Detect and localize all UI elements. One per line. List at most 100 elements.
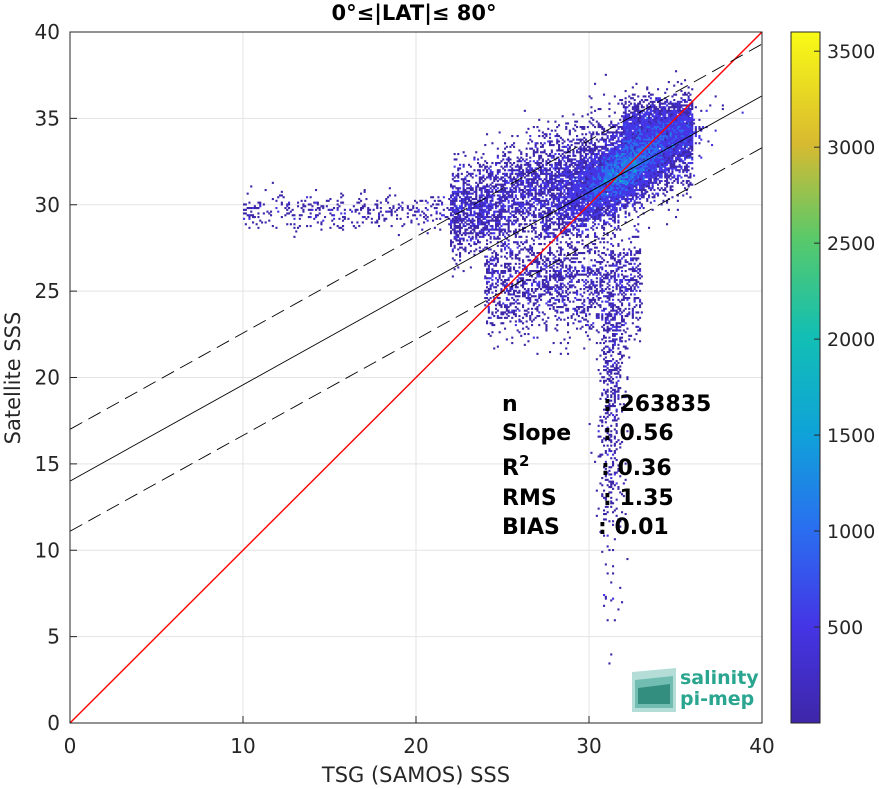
- density-cell: [577, 225, 580, 228]
- density-cell: [628, 185, 631, 188]
- density-cell: [613, 207, 616, 210]
- density-cell: [504, 187, 507, 190]
- density-cell: [624, 221, 627, 224]
- density-cell: [669, 135, 672, 138]
- density-cell: [423, 216, 426, 219]
- density-cell: [628, 183, 631, 186]
- density-cell: [604, 194, 607, 197]
- density-cell: [514, 201, 517, 204]
- density-cell: [666, 176, 669, 179]
- density-cell: [622, 160, 625, 163]
- density-cell: [669, 140, 672, 143]
- density-cell: [595, 156, 598, 159]
- density-cell: [610, 142, 613, 145]
- density-cell: [660, 169, 663, 172]
- density-cell: [518, 180, 521, 183]
- density-cell: [644, 131, 647, 134]
- density-cell: [540, 203, 543, 206]
- density-cell: [559, 165, 562, 168]
- density-cell: [532, 216, 535, 219]
- density-cell: [558, 225, 561, 228]
- density-cell: [592, 163, 595, 166]
- density-cell: [628, 172, 631, 175]
- density-cell: [617, 156, 620, 159]
- density-cell: [595, 154, 598, 157]
- density-cell: [621, 154, 624, 157]
- density-cell: [631, 190, 634, 193]
- density-cell: [504, 181, 507, 184]
- density-cell: [529, 205, 532, 208]
- density-cell: [597, 212, 600, 215]
- density-cell: [567, 187, 570, 190]
- density-cell: [657, 149, 660, 152]
- density-cell: [545, 235, 548, 238]
- density-cell: [511, 167, 514, 170]
- density-cell: [646, 156, 649, 159]
- density-cell: [626, 154, 629, 157]
- density-cell: [498, 226, 501, 229]
- density-cell: [498, 212, 501, 215]
- density-cell: [549, 144, 552, 147]
- density-cell: [653, 136, 656, 139]
- density-cell: [466, 174, 469, 177]
- density-cell: [322, 219, 325, 222]
- density-cell: [624, 331, 627, 334]
- density-cell: [658, 117, 661, 120]
- density-cell: [606, 190, 609, 193]
- density-cell: [646, 133, 649, 136]
- density-cell: [559, 203, 562, 206]
- density-cell: [613, 214, 616, 217]
- density-cell: [511, 192, 514, 195]
- density-cell: [531, 174, 534, 177]
- density-cell: [576, 185, 579, 188]
- density-cell: [568, 221, 571, 224]
- density-cell: [687, 99, 690, 102]
- density-cell: [457, 208, 460, 211]
- density-cell: [630, 178, 633, 181]
- density-cell: [642, 133, 645, 136]
- density-cell: [675, 165, 678, 168]
- density-cell: [646, 136, 649, 139]
- density-cell: [658, 181, 661, 184]
- density-cell: [505, 158, 508, 161]
- density-cell: [500, 190, 503, 193]
- density-cell: [685, 145, 688, 148]
- density-cell: [594, 144, 597, 147]
- density-cell: [455, 174, 458, 177]
- density-cell: [538, 178, 541, 181]
- density-cell: [684, 144, 687, 147]
- density-cell: [646, 172, 649, 175]
- density-cell: [606, 156, 609, 159]
- density-cell: [361, 207, 364, 210]
- density-cell: [637, 171, 640, 174]
- density-cell: [460, 234, 463, 237]
- density-cell: [603, 172, 606, 175]
- density-cell: [585, 180, 588, 183]
- density-cell: [583, 136, 586, 139]
- density-cell: [588, 217, 591, 220]
- density-cell: [419, 214, 422, 217]
- density-cell: [651, 163, 654, 166]
- density-cell: [491, 196, 494, 199]
- density-cell: [649, 111, 652, 114]
- density-cell: [601, 214, 604, 217]
- density-cell: [484, 210, 487, 213]
- density-cell: [453, 212, 456, 215]
- density-cell: [538, 190, 541, 193]
- density-cell: [653, 178, 656, 181]
- density-cell: [698, 118, 701, 121]
- density-cell: [298, 214, 301, 217]
- density-cell: [608, 165, 611, 168]
- density-cell: [649, 171, 652, 174]
- density-cell: [457, 219, 460, 222]
- density-cell: [635, 142, 638, 145]
- density-cell: [581, 127, 584, 130]
- density-cell: [592, 171, 595, 174]
- density-cell: [619, 181, 622, 184]
- density-cell: [421, 199, 424, 202]
- density-cell: [529, 178, 532, 181]
- density-cell: [567, 144, 570, 147]
- density-cell: [581, 163, 584, 166]
- density-cell: [662, 163, 665, 166]
- density-cell: [534, 145, 537, 148]
